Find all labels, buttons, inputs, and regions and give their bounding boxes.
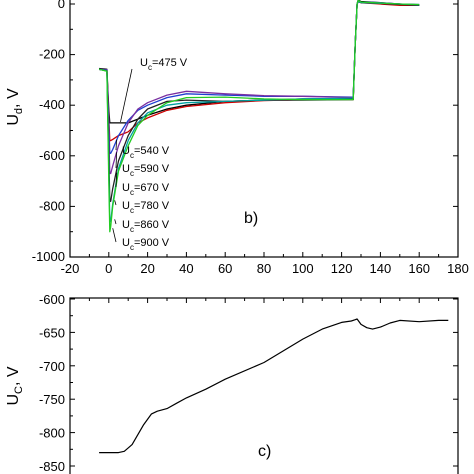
x-tick-label: 0 [105,261,112,276]
annotation-label: Uc=540 V [122,145,170,160]
annotation-rest: =590 V [134,163,170,175]
annotation-label: Uc=900 V [122,237,170,252]
annotation-sub: c [130,243,134,252]
x-tick-label: 180 [447,261,469,276]
panel-c-series [99,318,449,454]
panel-c-y-tick-labels: -600 -650 -700 -750 -800 -850 [39,292,65,474]
x-tick-label: 160 [408,261,430,276]
y-tick-label: -850 [39,459,65,474]
panel-b-ylabel-unit: , V [5,88,22,108]
annotation-rest: =670 V [134,182,170,194]
annotation-main: U [122,163,130,175]
x-tick-label: -20 [61,261,80,276]
annotation-540v: Uc=540 V [115,139,170,160]
panel-c-tag: c) [258,443,271,460]
annotation-sub: c [130,188,134,197]
y-tick-label: -600 [39,148,65,163]
y-tick-label: -650 [39,325,65,340]
x-tick-label: 80 [257,261,271,276]
annotation-arrow [120,68,133,122]
y-tick-label: -750 [39,392,65,407]
annotation-label: Uc=860 V [122,219,170,234]
annotation-arrow [115,152,118,169]
annotation-main: U [122,219,130,231]
annotation-rest: =900 V [134,237,170,249]
annotation-sub: c [130,169,134,178]
y-tick-label: -700 [39,359,65,374]
x-tick-label: 140 [370,261,392,276]
annotation-rest: =860 V [134,219,170,231]
annotation-860v: Uc=860 V [114,219,170,234]
annotation-sub: c [130,225,134,234]
panel-b-ylabel-sub: d [13,108,25,114]
annotation-sub: c [130,151,134,160]
series-line-uc-900-v [98,0,420,233]
annotation-label: Uc=780 V [122,200,170,215]
panel-b-x-tick-labels: -20 0 20 40 60 80 100 120 140 160 180 [61,261,469,276]
annotation-label: Uc=475 V [140,57,188,72]
panel-b-ticks [69,3,459,258]
y-tick-label: -600 [39,292,65,307]
x-tick-label: 40 [179,261,193,276]
annotation-arrow [114,219,117,225]
annotation-label: Uc=670 V [122,182,170,197]
annotation-arrow [112,228,117,243]
x-tick-label: 60 [218,261,232,276]
panel-c-ylabel-main: U [5,394,22,406]
annotation-arrow [115,172,118,188]
panel-b-tag: b) [244,210,258,227]
annotation-sub: c [148,63,152,72]
x-tick-label: 20 [140,261,154,276]
annotation-arrow [114,200,117,206]
annotation-rest: =780 V [134,200,170,212]
x-tick-label: 100 [292,261,314,276]
panel-c-ticks [69,298,459,467]
annotation-main: U [122,182,130,194]
panel-b-series [98,0,420,233]
annotation-main: U [122,145,130,157]
annotation-900v: Uc=900 V [112,228,170,252]
annotation-rest: =475 V [152,57,188,69]
annotation-main: U [122,200,130,212]
series-line-uc-860-v [98,0,420,223]
series-line-uc-590-v [99,0,420,154]
y-tick-label: -400 [39,97,65,112]
y-tick-label: 0 [58,0,65,11]
panel-c-ylabel-sub: C [13,386,25,394]
annotation-475v: Uc=475 V [120,57,188,122]
x-tick-label: 120 [331,261,353,276]
annotation-arrow [115,139,118,151]
series-line-uc [99,318,449,454]
annotation-670v: Uc=670 V [115,172,170,197]
panel-c: -600 -650 -700 -750 -800 -850 UC, V c) [5,292,459,474]
panel-b-annotations: Uc=475 VUc=540 VUc=590 VUc=670 VUc=780 V… [112,57,188,252]
panel-b-y-axis-title: Ud, V [5,88,25,126]
y-tick-label: -800 [39,426,65,441]
annotation-label: Uc=590 V [122,163,170,178]
panel-c-ylabel-unit: , V [5,366,22,386]
annotation-rest: =540 V [134,145,170,157]
annotation-sub: c [130,206,134,215]
panel-b: 0-200-400-600-800-1000 -20 0 20 40 60 80 100 12… [5,0,469,276]
panel-b-y-tick-labels: 0 -200 -400 -600 -800 -1000 [32,0,65,264]
y-tick-label: -200 [39,47,65,62]
panel-b-ylabel-main: U [5,114,22,126]
annotation-main: U [140,57,148,69]
panel-c-y-axis-title: UC, V [5,366,25,405]
y-tick-label: -1000 [32,249,65,264]
annotation-780v: Uc=780 V [114,200,170,215]
annotation-590v: Uc=590 V [115,152,170,178]
y-tick-label: -800 [39,198,65,213]
annotation-main: U [122,237,130,249]
